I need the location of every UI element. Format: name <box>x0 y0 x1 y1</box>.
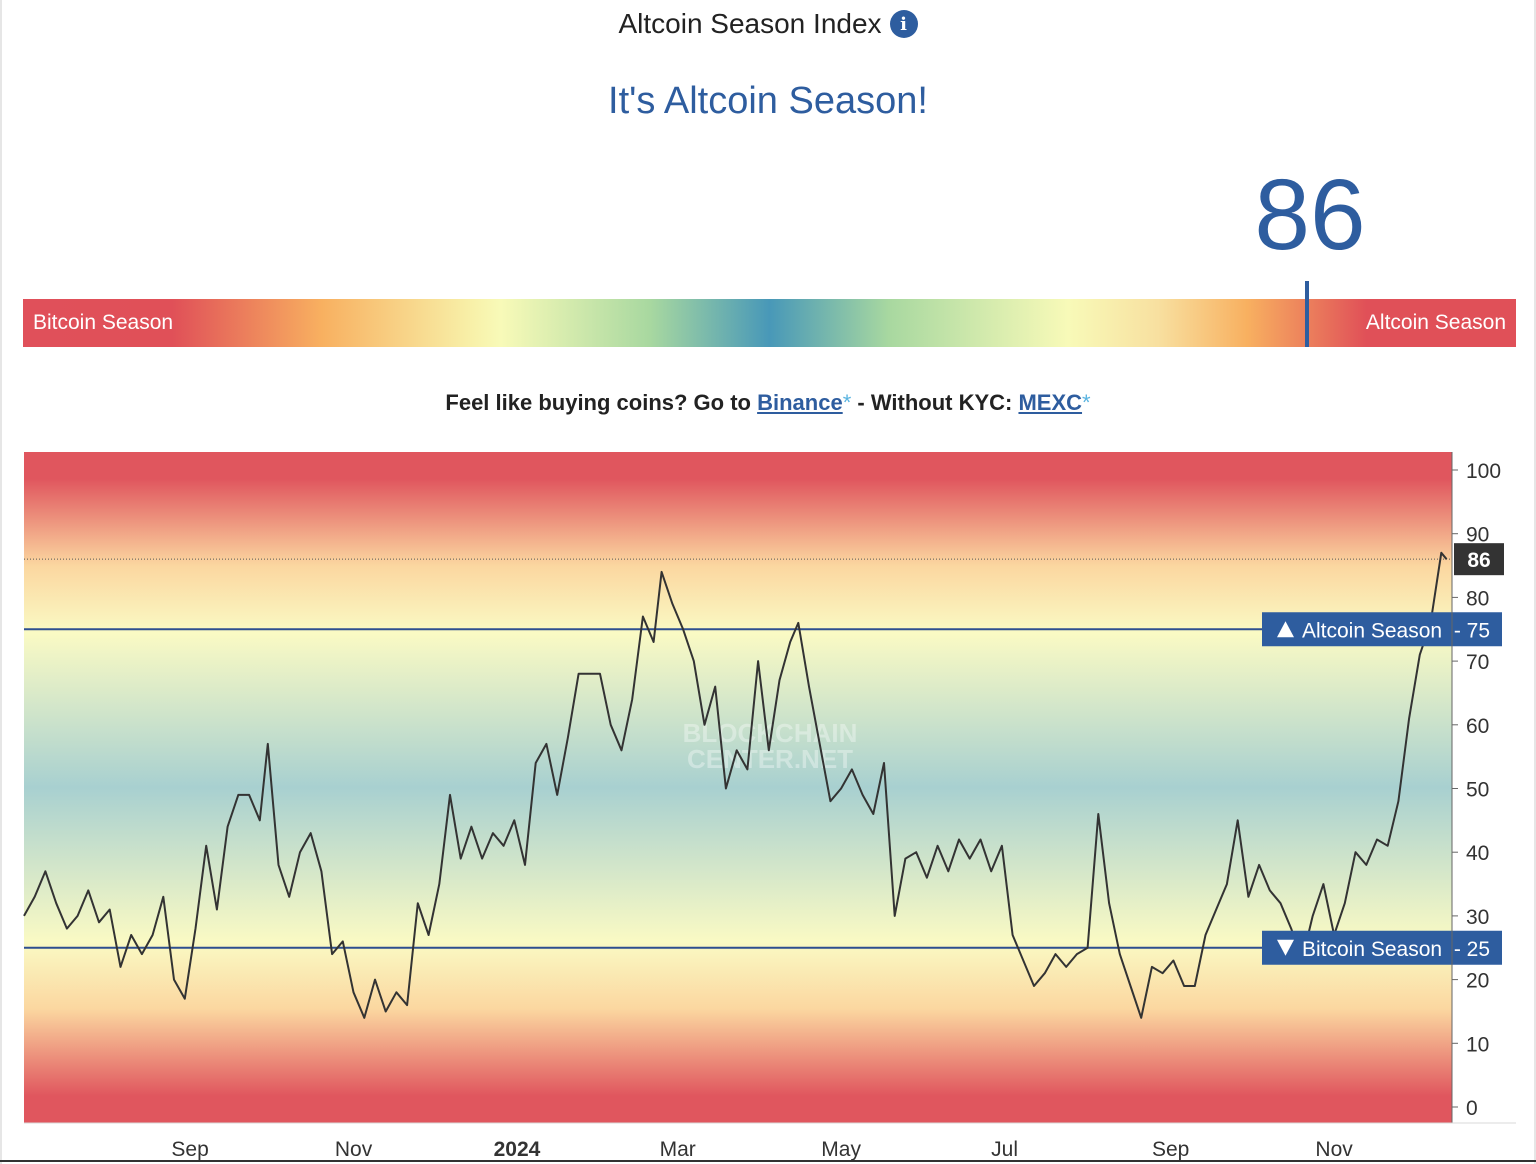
promo-middle: - Without KYC: <box>851 390 1019 415</box>
gauge-label-bitcoin: Bitcoin Season <box>33 311 174 334</box>
threshold-label-bg-1 <box>1262 930 1502 965</box>
season-status: It's Altcoin Season! <box>608 80 928 122</box>
y-tick-label-50: 50 <box>1466 779 1489 802</box>
x-tick-label-4: May <box>821 1138 861 1161</box>
frame-border-right <box>1534 0 1536 1164</box>
threshold-label-1: Bitcoin Season <box>1302 938 1442 961</box>
x-tick-label-1: Nov <box>335 1138 373 1161</box>
season-gauge: Bitcoin Season Altcoin Season <box>23 299 1516 347</box>
info-icon[interactable]: i <box>889 10 918 38</box>
frame-border-left <box>0 0 2 1164</box>
watermark-line-2: CENTER.NET <box>687 744 853 774</box>
y-tick-label-10: 10 <box>1466 1033 1489 1056</box>
mexc-link[interactable]: MEXC <box>1018 390 1083 415</box>
y-tick-label-90: 90 <box>1466 524 1489 547</box>
page-title: Altcoin Season Index <box>618 8 882 39</box>
binance-link[interactable]: Binance <box>757 390 843 415</box>
index-value: 86 <box>1254 159 1366 271</box>
threshold-label-bg-0 <box>1262 612 1502 647</box>
promo-line: Feel like buying coins? Go to Binance* -… <box>0 390 1536 416</box>
x-tick-label-5: Jul <box>991 1138 1018 1161</box>
promo-prefix: Feel like buying coins? Go to <box>445 390 758 415</box>
title-row: Altcoin Season Index i <box>0 8 1536 40</box>
y-tick-label-60: 60 <box>1466 715 1489 738</box>
binance-star: * <box>842 390 852 415</box>
y-tick-label-40: 40 <box>1466 842 1489 865</box>
gauge-label-altcoin: Altcoin Season <box>1365 311 1506 334</box>
chart-background <box>24 452 1452 1123</box>
x-tick-label-0: Sep <box>171 1138 208 1161</box>
threshold-label-0: Altcoin Season <box>1302 619 1442 642</box>
threshold-value-0: - 75 <box>1454 619 1490 642</box>
threshold-arrow-1 <box>1277 939 1294 956</box>
y-tick-label-70: 70 <box>1466 651 1489 674</box>
current-value-label: 86 <box>1467 549 1490 572</box>
y-tick-label-20: 20 <box>1466 970 1489 993</box>
y-tick-label-100: 100 <box>1466 460 1501 483</box>
mexc-star: * <box>1082 390 1091 415</box>
x-tick-label-6: Sep <box>1152 1138 1189 1161</box>
season-index-line <box>23 551 1448 1019</box>
y-tick-label-0: 0 <box>1466 1097 1478 1120</box>
threshold-arrow-0 <box>1277 621 1294 638</box>
x-tick-label-2: 2024 <box>494 1138 541 1161</box>
threshold-value-1: - 25 <box>1454 938 1490 961</box>
y-tick-label-80: 80 <box>1466 587 1489 610</box>
current-value-badge <box>1454 543 1504 576</box>
x-tick-label-7: Nov <box>1315 1138 1353 1161</box>
y-tick-label-30: 30 <box>1466 906 1489 929</box>
x-tick-label-3: Mar <box>660 1138 696 1161</box>
gauge-marker <box>1304 281 1309 347</box>
